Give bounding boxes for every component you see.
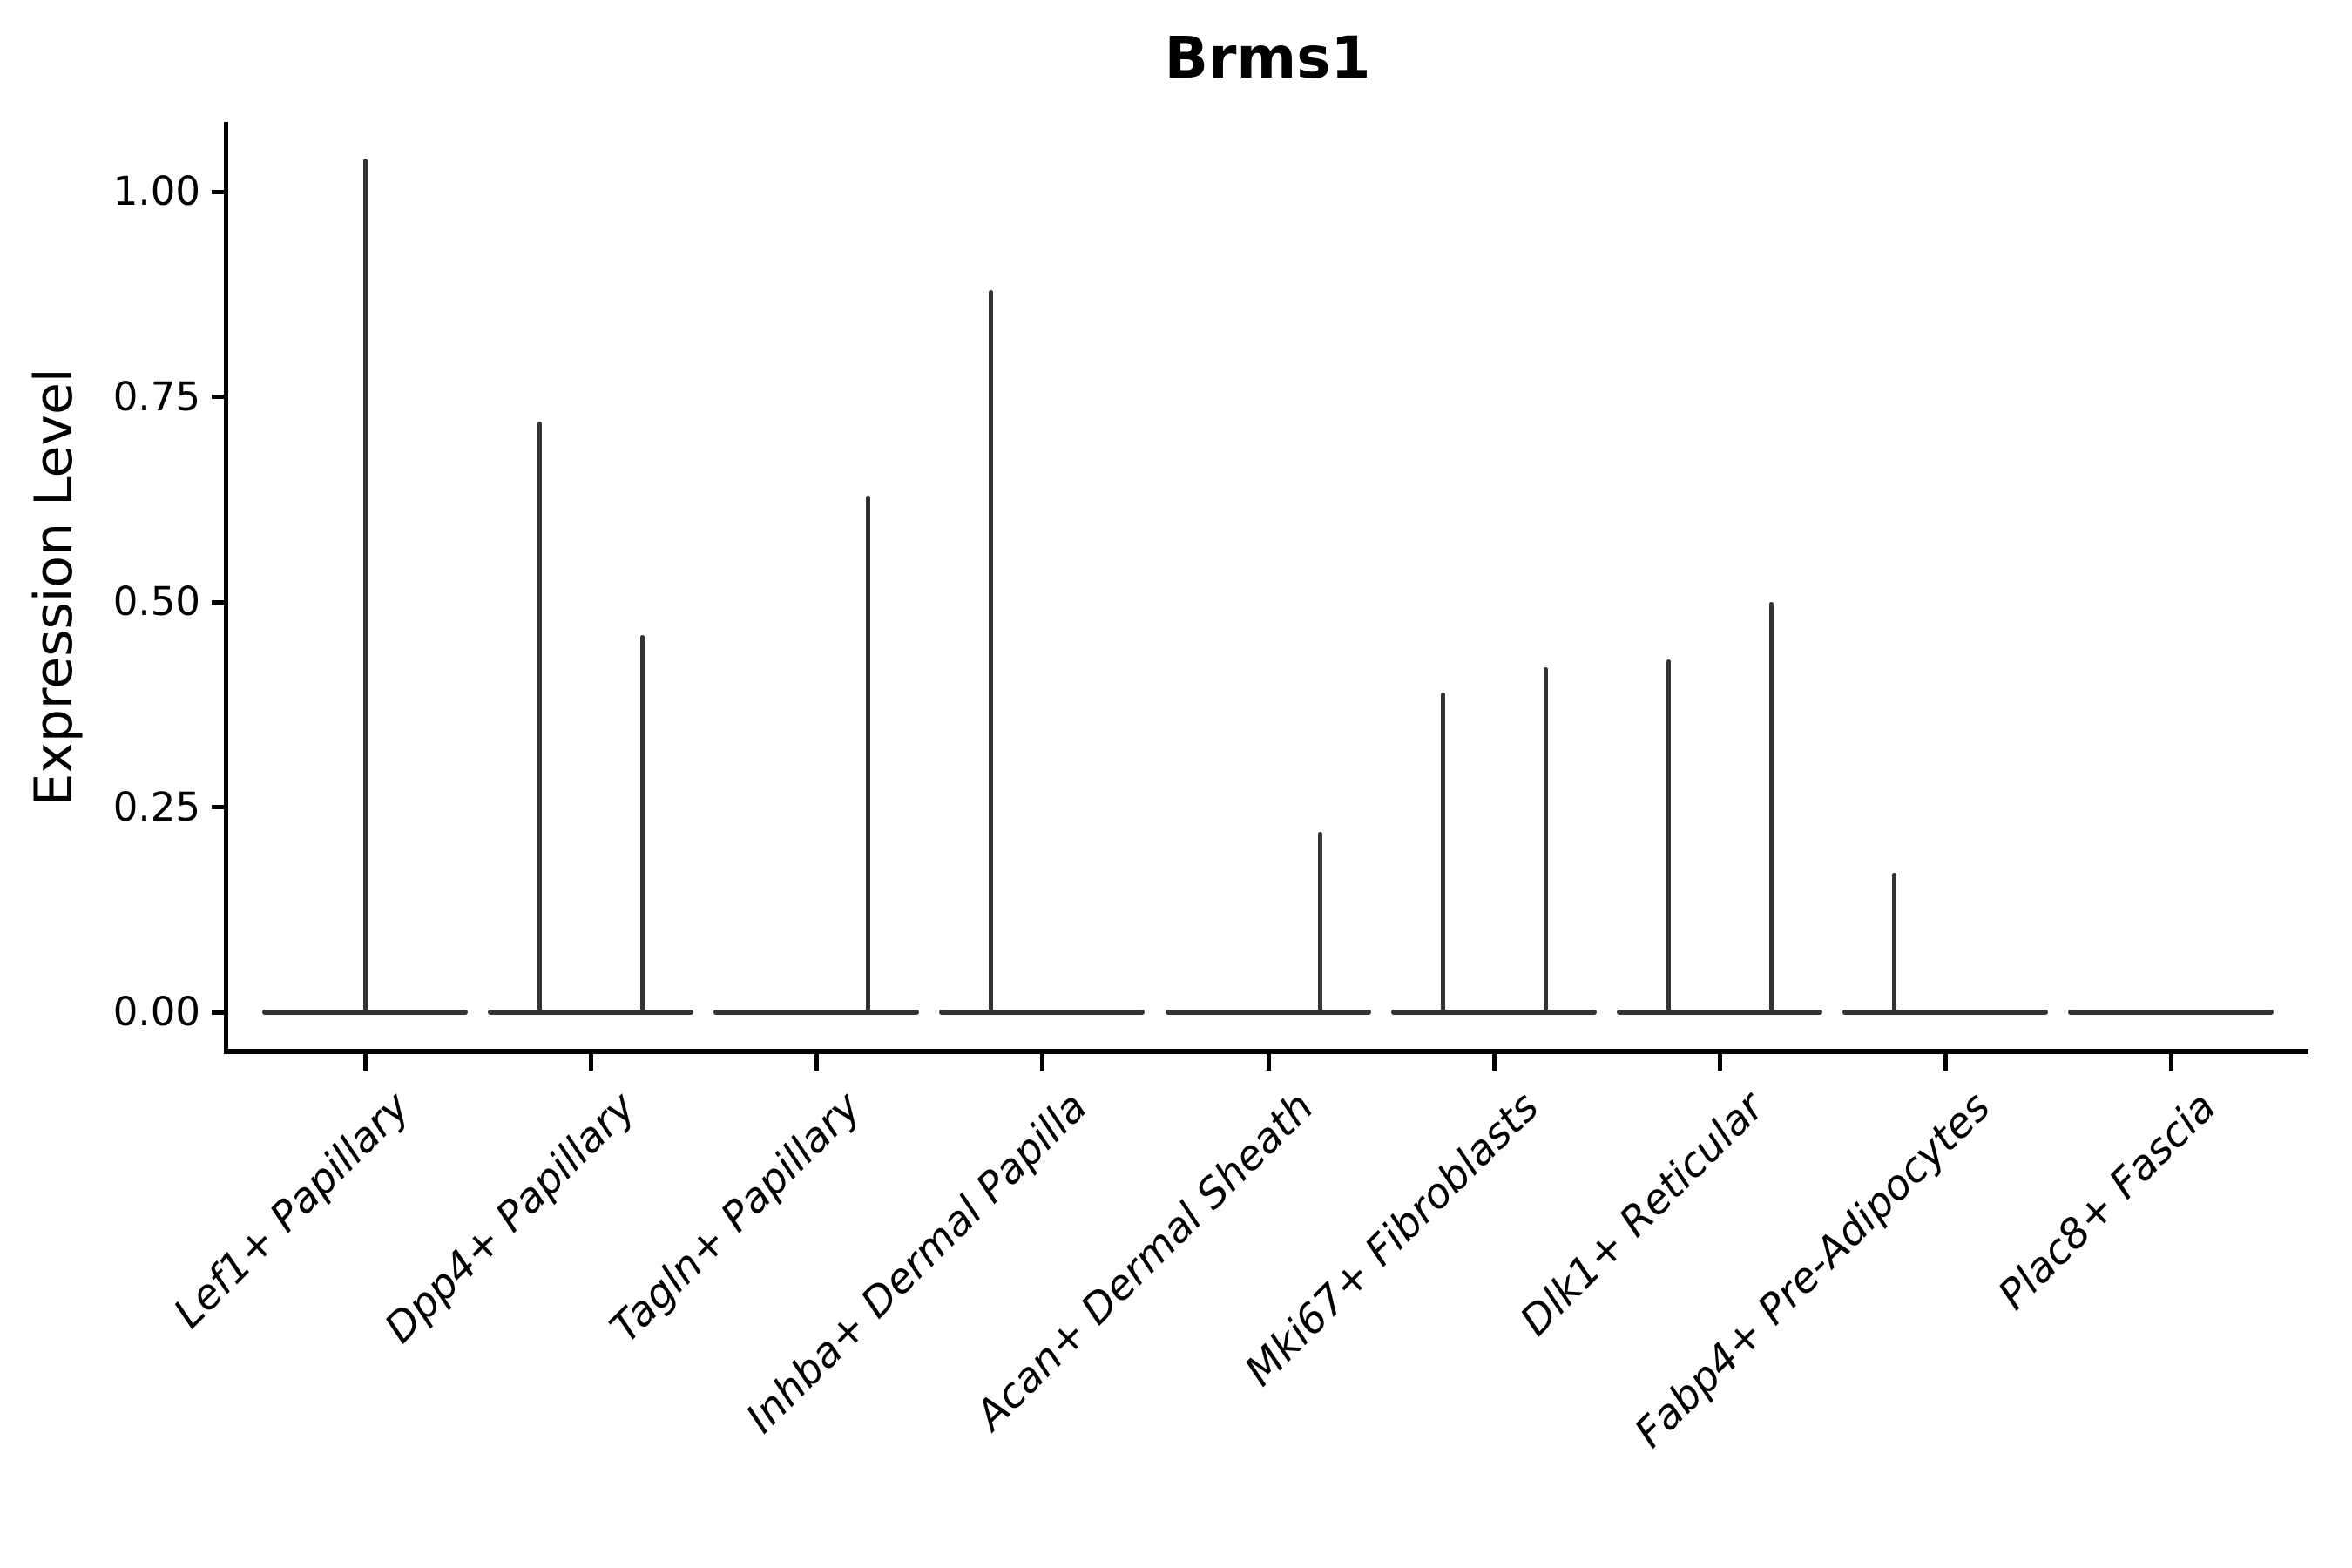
- x-tick-mark: [1943, 1054, 1948, 1071]
- y-tick-mark: [212, 395, 226, 399]
- x-tick-mark: [1717, 1054, 1722, 1071]
- y-tick-label: 0.50: [112, 578, 200, 625]
- x-tick-label: Lef1+ Papillary: [165, 1083, 420, 1338]
- violin-baseline: [939, 1010, 1145, 1015]
- y-tick-mark: [212, 189, 226, 194]
- y-tick-mark: [212, 1010, 226, 1015]
- violin-baseline: [262, 1010, 468, 1015]
- violin-spike: [1317, 831, 1322, 1015]
- violin-spike: [1891, 872, 1896, 1015]
- y-tick-label: 0.25: [112, 783, 200, 830]
- violin-baseline: [2068, 1010, 2274, 1015]
- violin-spike: [1543, 667, 1548, 1015]
- violin-spike: [639, 634, 645, 1015]
- violin-spike: [988, 290, 993, 1015]
- x-axis-spine: [223, 1049, 2308, 1054]
- y-tick-label: 1.00: [112, 168, 200, 214]
- violin-baseline: [713, 1010, 919, 1015]
- y-tick-label: 0.00: [112, 989, 200, 1035]
- violin-spike: [1768, 602, 1774, 1015]
- x-tick-mark: [1491, 1054, 1497, 1071]
- x-tick-mark: [814, 1054, 819, 1071]
- violin-spike: [865, 495, 870, 1015]
- x-tick-label: Tagln+ Papillary: [601, 1083, 871, 1353]
- violin-spike: [537, 421, 542, 1015]
- violin-baseline: [1391, 1010, 1597, 1015]
- x-tick-label: Dpp4+ Papillary: [375, 1083, 645, 1353]
- y-tick-mark: [212, 805, 226, 809]
- y-tick-label: 0.75: [112, 373, 200, 420]
- x-tick-mark: [1039, 1054, 1044, 1071]
- violin-baseline: [1617, 1010, 1822, 1015]
- violin-baseline: [488, 1010, 693, 1015]
- x-tick-mark: [2168, 1054, 2173, 1071]
- violin-spike: [1440, 692, 1445, 1015]
- violin-spike: [362, 159, 368, 1015]
- y-tick-mark: [212, 599, 226, 605]
- x-tick-label: Plac8+ Fascia: [1989, 1083, 2226, 1320]
- x-tick-label: Dlk1+ Reticular: [1511, 1083, 1774, 1346]
- y-axis-spine: [223, 122, 228, 1054]
- x-tick-mark: [1266, 1054, 1271, 1071]
- violin-baseline: [1166, 1010, 1371, 1015]
- violin-baseline: [1842, 1010, 2048, 1015]
- violin-spike: [1666, 659, 1671, 1015]
- x-tick-mark: [362, 1054, 368, 1071]
- chart-title: Brms1: [1164, 24, 1371, 91]
- x-tick-mark: [588, 1054, 593, 1071]
